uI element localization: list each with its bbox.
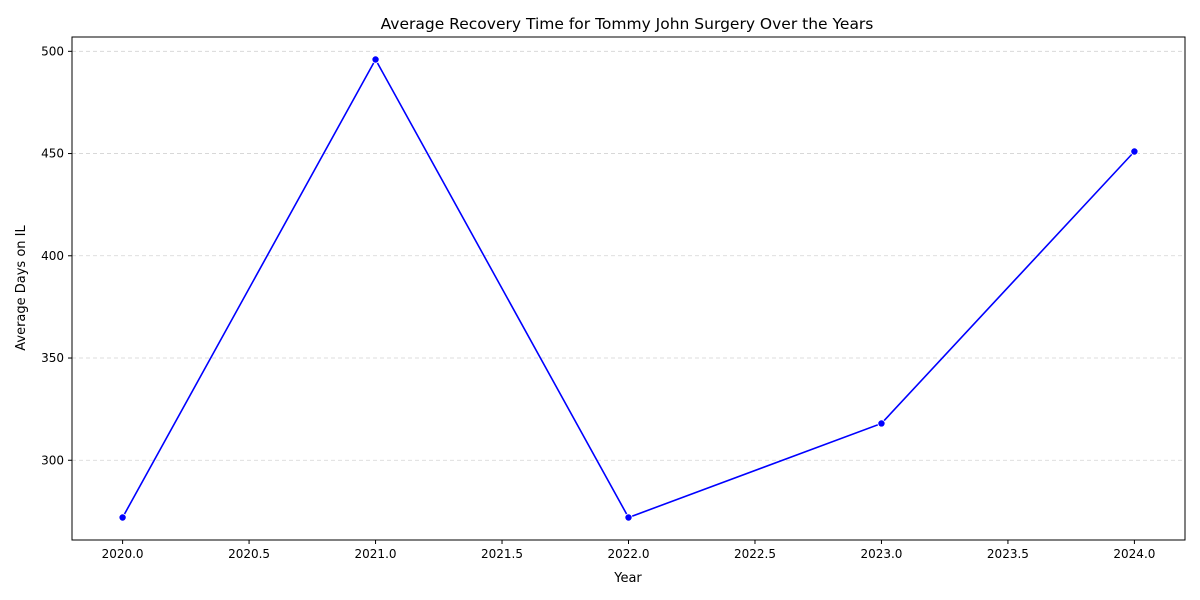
x-axis-label: Year (613, 571, 642, 586)
data-point (371, 55, 380, 64)
plot-frame (71, 36, 1186, 541)
y-tick-label: 350 (41, 351, 64, 365)
x-tick-label: 2020.5 (228, 547, 270, 561)
chart-title: Average Recovery Time for Tommy John Sur… (381, 15, 874, 33)
grid (72, 50, 1185, 461)
y-tick-label: 300 (41, 453, 64, 467)
x-axis: 2020.0 2020.5 2021.0 2021.5 2022.0 2022.5 2023… (102, 540, 1155, 561)
x-tick-label: 2021.5 (481, 547, 523, 561)
series (118, 55, 1139, 522)
y-axis: 300 350 400 450 500 (41, 44, 72, 467)
data-point (877, 419, 886, 428)
data-point (118, 513, 127, 522)
x-tick-label: 2022.0 (608, 547, 650, 561)
data-point (624, 513, 633, 522)
x-tick-label: 2021.0 (355, 547, 397, 561)
data-point (1130, 147, 1139, 156)
x-tick-label: 2023.0 (860, 547, 902, 561)
x-tick-label: 2023.5 (987, 547, 1029, 561)
y-tick-label: 400 (41, 249, 64, 263)
y-axis-label: Average Days on IL (14, 224, 29, 350)
series-line (121, 57, 1135, 519)
y-tick-label: 450 (41, 147, 64, 161)
x-tick-label: 2024.0 (1113, 547, 1155, 561)
y-tick-label: 500 (41, 44, 64, 58)
x-tick-label: 2022.5 (734, 547, 776, 561)
x-tick-label: 2020.0 (102, 547, 144, 561)
